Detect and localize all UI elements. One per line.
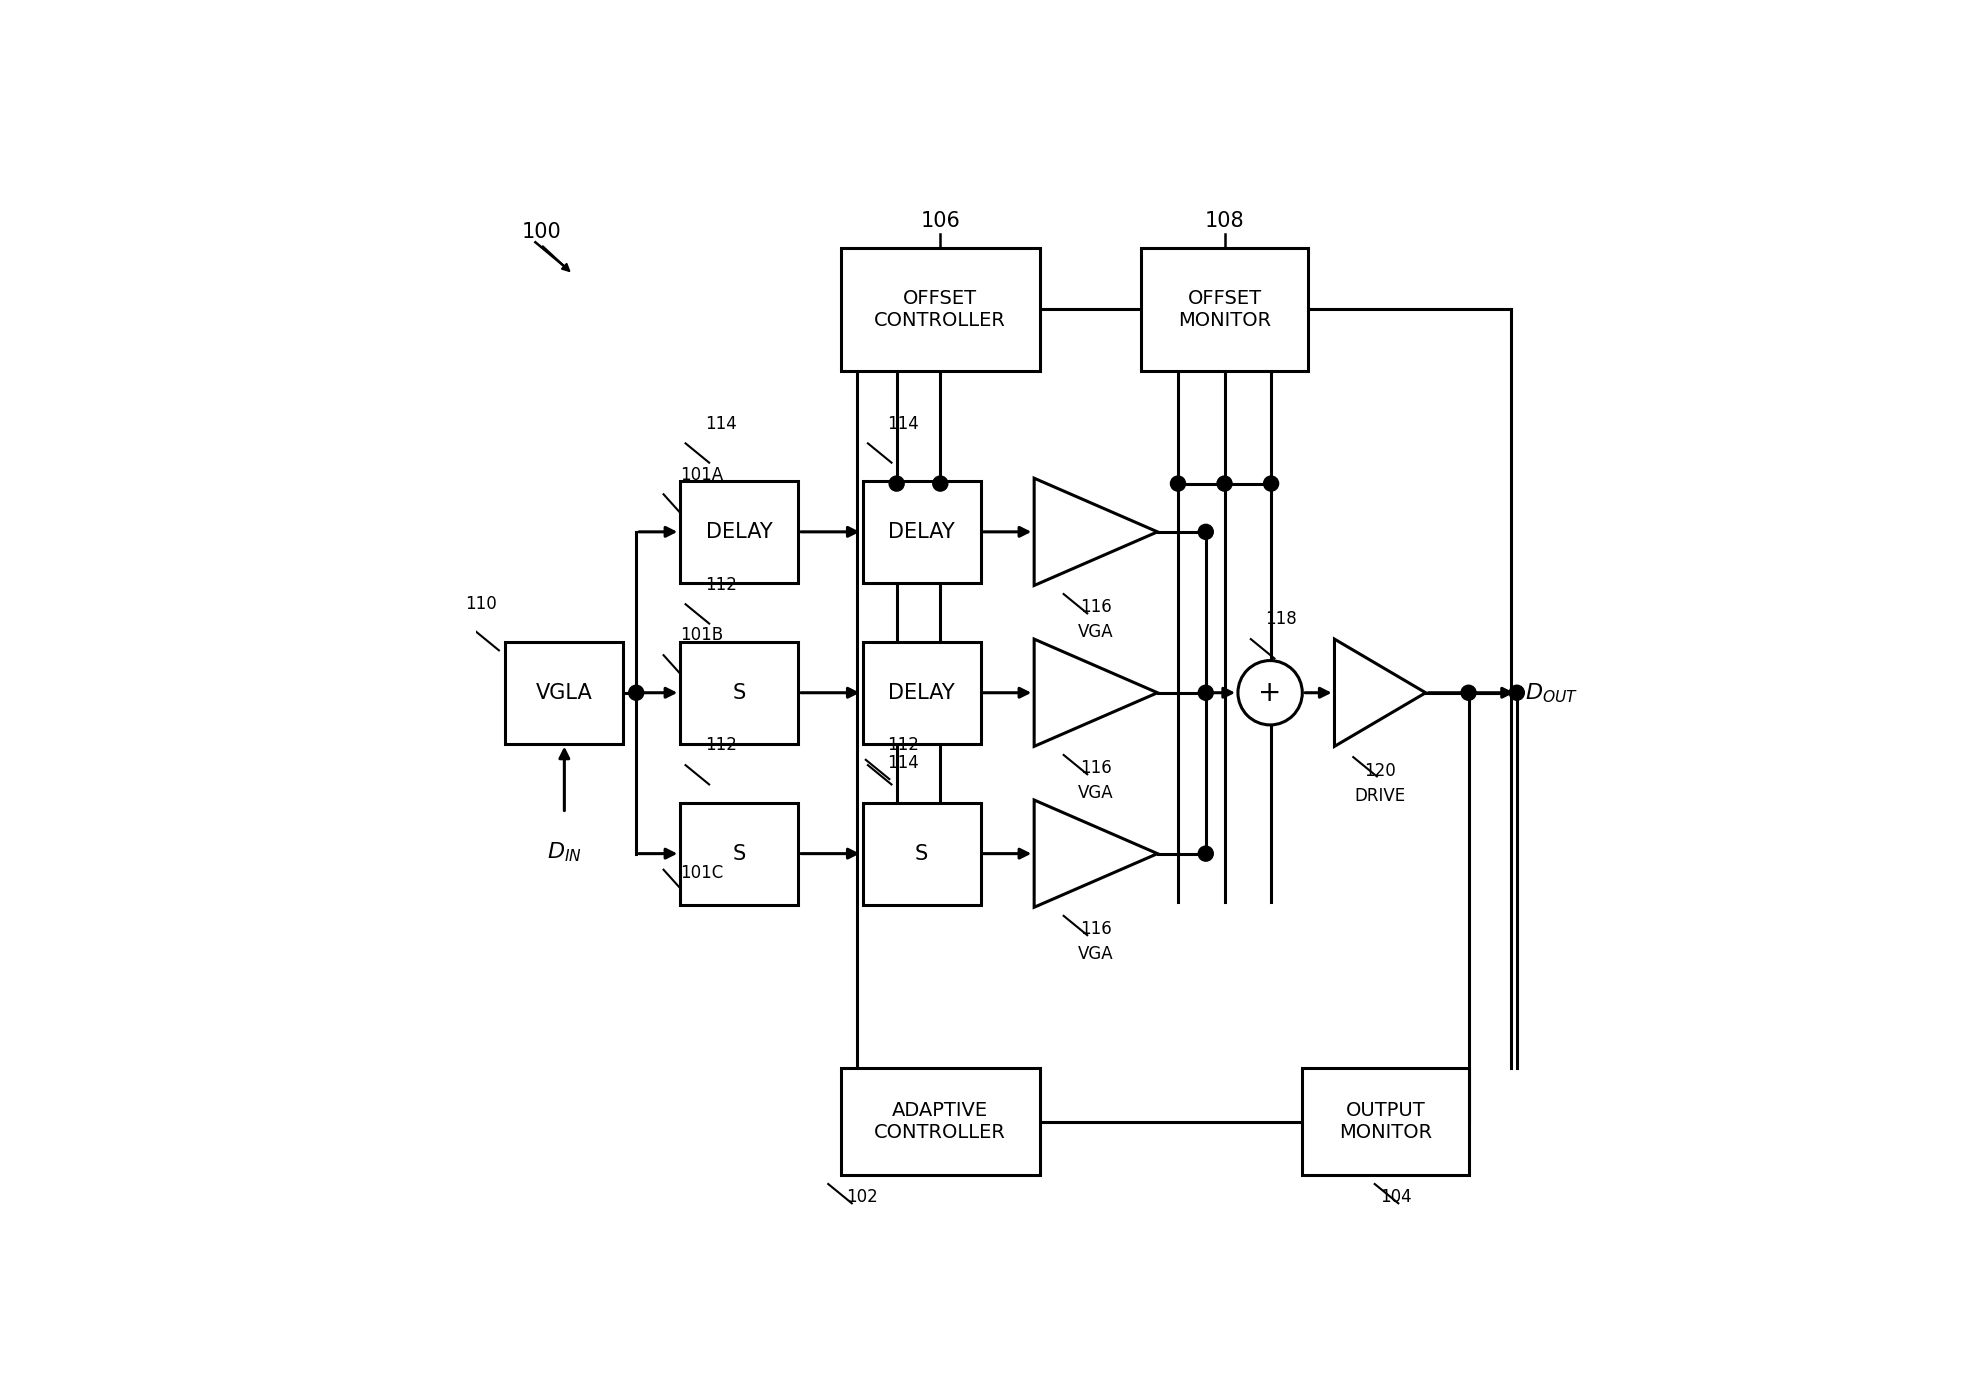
Text: VGA: VGA — [1079, 784, 1114, 802]
Text: 108: 108 — [1205, 210, 1245, 231]
Text: 112: 112 — [887, 737, 919, 755]
Circle shape — [1510, 685, 1523, 701]
Text: OUTPUT
MONITOR: OUTPUT MONITOR — [1340, 1102, 1433, 1142]
Text: 100: 100 — [522, 221, 561, 241]
Text: VGA: VGA — [1079, 944, 1114, 963]
Text: 101C: 101C — [680, 864, 723, 882]
Bar — [506, 642, 622, 744]
Text: 110: 110 — [464, 595, 496, 613]
Bar — [1142, 248, 1308, 371]
Text: 102: 102 — [846, 1188, 877, 1206]
Text: VGLA: VGLA — [535, 683, 593, 702]
Text: 112: 112 — [705, 737, 737, 755]
Text: 114: 114 — [887, 415, 919, 433]
Text: DELAY: DELAY — [887, 683, 954, 702]
Text: 116: 116 — [1081, 921, 1112, 937]
Bar — [864, 642, 980, 744]
Text: S: S — [733, 683, 745, 702]
Circle shape — [1263, 476, 1278, 492]
Text: 104: 104 — [1381, 1188, 1413, 1206]
Polygon shape — [1334, 639, 1425, 747]
Bar — [680, 802, 798, 904]
Circle shape — [628, 685, 644, 701]
Text: 101B: 101B — [680, 627, 723, 645]
Circle shape — [933, 476, 948, 492]
Text: 112: 112 — [705, 575, 737, 593]
Text: OFFSET
CONTROLLER: OFFSET CONTROLLER — [873, 288, 1006, 330]
Text: 101A: 101A — [680, 465, 723, 483]
Polygon shape — [1033, 800, 1158, 907]
Text: DELAY: DELAY — [705, 522, 773, 542]
Bar — [864, 481, 980, 582]
Circle shape — [1197, 524, 1213, 539]
Circle shape — [1217, 476, 1233, 492]
Circle shape — [1460, 685, 1476, 701]
Circle shape — [1197, 846, 1213, 861]
Text: ADAPTIVE
CONTROLLER: ADAPTIVE CONTROLLER — [873, 1102, 1006, 1142]
Text: 116: 116 — [1081, 599, 1112, 616]
Circle shape — [1237, 660, 1302, 724]
Text: VGA: VGA — [1079, 623, 1114, 641]
Text: 114: 114 — [887, 755, 919, 772]
Circle shape — [1197, 685, 1213, 701]
Bar — [680, 642, 798, 744]
Text: S: S — [733, 844, 745, 864]
Text: S: S — [915, 844, 929, 864]
Text: $D_{IN}$: $D_{IN}$ — [547, 840, 581, 864]
Bar — [680, 481, 798, 582]
Polygon shape — [1033, 639, 1158, 747]
Circle shape — [1170, 476, 1186, 492]
Bar — [1302, 1068, 1468, 1176]
Text: +: + — [1259, 678, 1282, 706]
Circle shape — [889, 476, 905, 492]
Text: 106: 106 — [921, 210, 960, 231]
Text: 118: 118 — [1265, 610, 1296, 628]
Text: 120: 120 — [1363, 762, 1395, 780]
Text: DELAY: DELAY — [887, 522, 954, 542]
Text: 116: 116 — [1081, 759, 1112, 777]
Bar — [864, 802, 980, 904]
Text: 114: 114 — [705, 415, 737, 433]
Polygon shape — [1033, 478, 1158, 585]
Text: DRIVE: DRIVE — [1354, 787, 1405, 805]
Text: OFFSET
MONITOR: OFFSET MONITOR — [1178, 288, 1271, 330]
Bar — [842, 1068, 1039, 1176]
Bar — [842, 248, 1039, 371]
Text: $D_{OUT}$: $D_{OUT}$ — [1525, 681, 1579, 705]
